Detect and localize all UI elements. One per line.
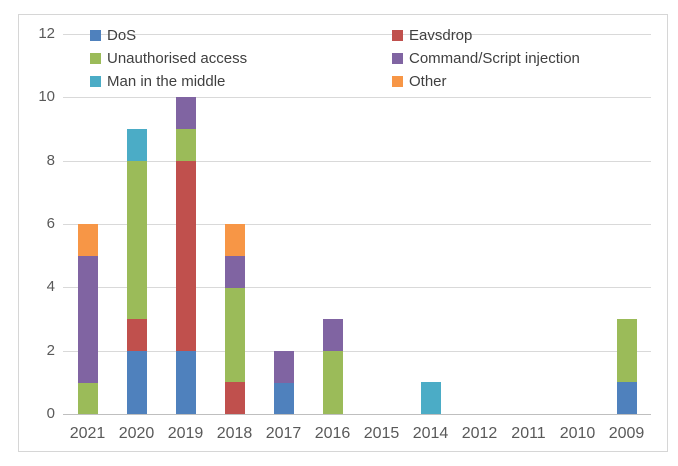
bar-segment-2021-other <box>78 224 98 256</box>
y-tick-label-10: 10 <box>38 88 55 105</box>
bar-segment-2016-unauthorised-access <box>323 351 343 414</box>
bar-segment-2009-unauthorised-access <box>617 319 637 382</box>
gridline-y-8 <box>63 161 651 162</box>
x-tick-label-2015: 2015 <box>363 425 400 442</box>
gridline-y-6 <box>63 224 651 225</box>
chart-frame: 0 2 4 6 8 10 12 2021 2020 2019 2018 2017 2016 2015 20… <box>18 14 668 452</box>
bar-segment-2016-command-script-injection <box>323 319 343 351</box>
x-tick-label-2011: 2011 <box>511 425 546 442</box>
bar-segment-2019-unauthorised-access <box>176 129 196 161</box>
y-tick-label-2: 2 <box>46 342 55 359</box>
bar-segment-2009-dos <box>617 382 637 414</box>
bar-segment-2018-other <box>225 224 245 256</box>
x-tick-label-2009: 2009 <box>608 425 645 442</box>
x-tick-label-2012: 2012 <box>461 425 498 442</box>
x-tick-label-2018: 2018 <box>216 425 253 442</box>
bar-segment-2020-eavsdrop <box>127 319 147 351</box>
bar-segment-2019-dos <box>176 351 196 414</box>
bar-segment-2017-dos <box>274 382 294 414</box>
x-tick-label-2020: 2020 <box>118 425 155 442</box>
gridline-y-0 <box>63 414 651 415</box>
y-tick-label-0: 0 <box>46 405 55 422</box>
bar-segment-2019-eavsdrop <box>176 161 196 351</box>
bar-segment-2014-man-in-the-middle <box>421 382 441 414</box>
x-tick-label-2010: 2010 <box>559 425 596 442</box>
gridline-y-10 <box>63 97 651 98</box>
bar-segment-2018-command-script-injection <box>225 256 245 288</box>
y-tick-label-12: 12 <box>38 25 55 42</box>
bar-segment-2021-command-script-injection <box>78 256 98 383</box>
bar-segment-2020-man-in-the-middle <box>127 129 147 161</box>
bar-segment-2020-dos <box>127 351 147 414</box>
bar-segment-2017-command-script-injection <box>274 351 294 383</box>
x-tick-label-2016: 2016 <box>314 425 351 442</box>
bar-segment-2018-unauthorised-access <box>225 287 245 382</box>
gridline-y-2 <box>63 351 651 352</box>
bar-segment-2020-unauthorised-access <box>127 161 147 319</box>
gridline-y-4 <box>63 287 651 288</box>
bar-segment-2021-unauthorised-access <box>78 382 98 414</box>
y-tick-label-4: 4 <box>46 278 55 295</box>
bar-segment-2018-eavsdrop <box>225 382 245 414</box>
y-tick-label-8: 8 <box>46 152 55 169</box>
gridline-y-12 <box>63 34 651 35</box>
x-tick-label-2014: 2014 <box>412 425 449 442</box>
bar-segment-2019-command-script-injection <box>176 97 196 129</box>
y-tick-label-6: 6 <box>46 215 55 232</box>
x-tick-label-2021: 2021 <box>69 425 106 442</box>
x-tick-label-2019: 2019 <box>167 425 204 442</box>
x-tick-label-2017: 2017 <box>265 425 302 442</box>
